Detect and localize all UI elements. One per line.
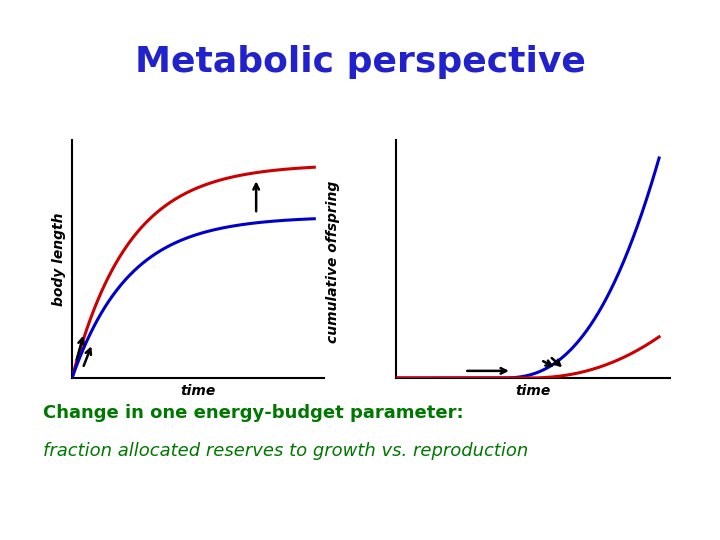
X-axis label: time: time [516,383,550,397]
X-axis label: time: time [181,383,215,397]
Y-axis label: body length: body length [53,212,66,306]
Text: Change in one energy-budget parameter:: Change in one energy-budget parameter: [43,404,464,422]
Text: fraction allocated reserves to growth vs. reproduction: fraction allocated reserves to growth vs… [43,442,528,460]
Text: Metabolic perspective: Metabolic perspective [135,45,585,79]
Text: cumulative offspring: cumulative offspring [326,181,341,343]
